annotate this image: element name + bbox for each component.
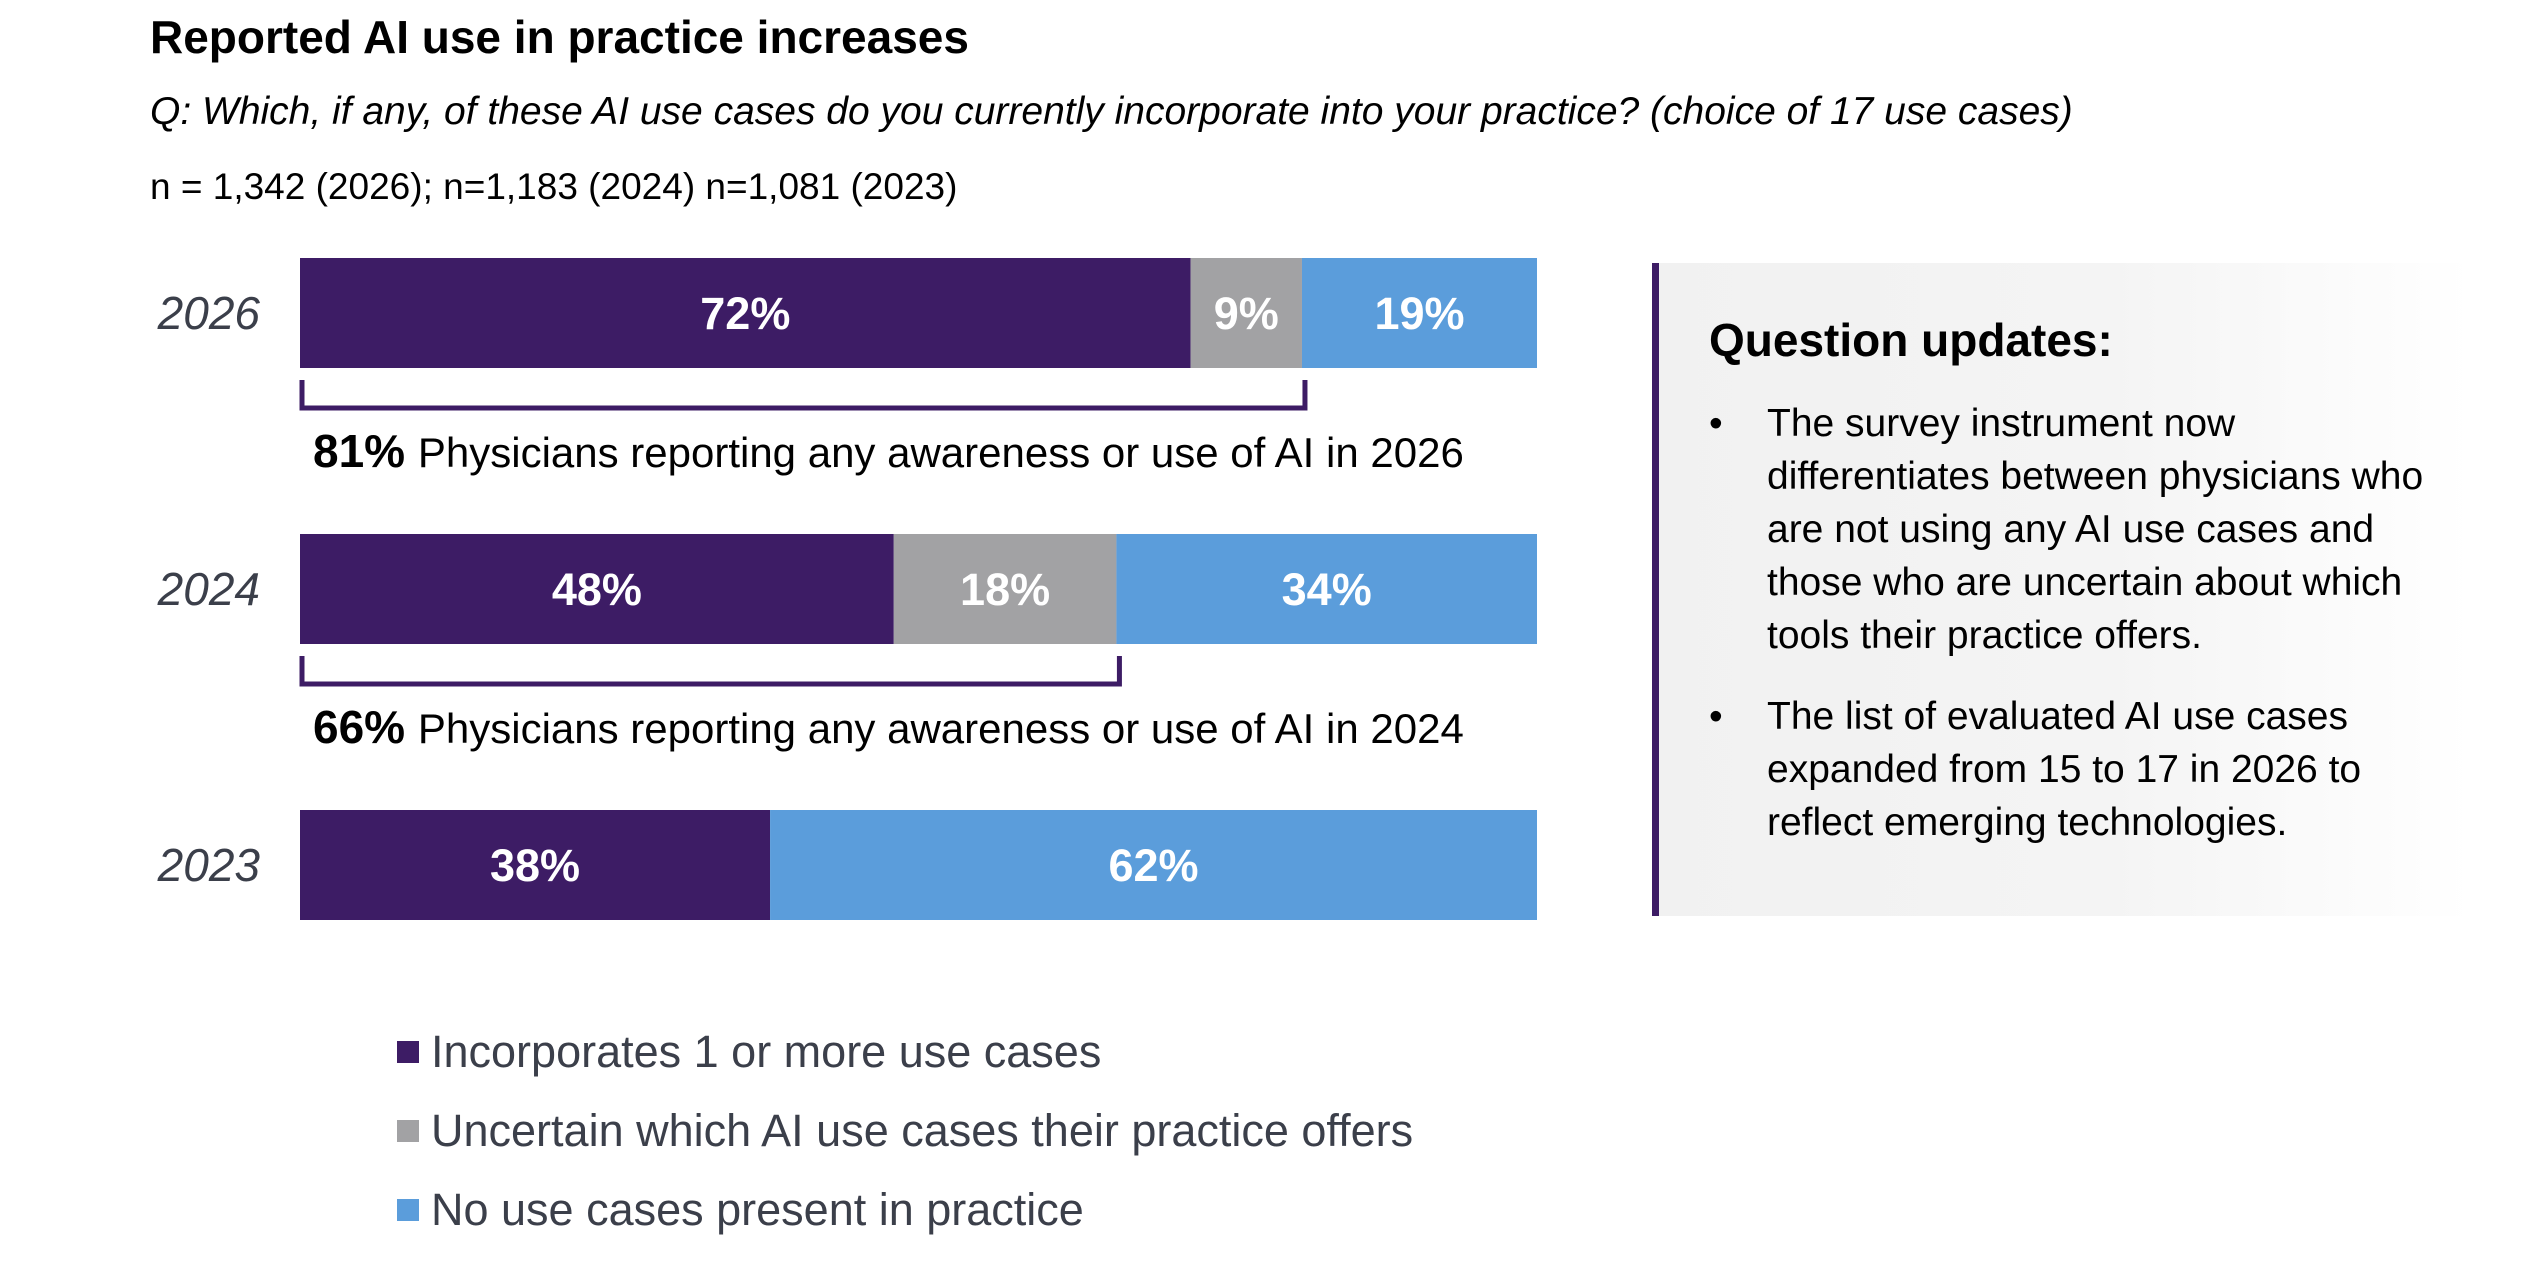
- year-label-2023: 2023: [157, 839, 261, 891]
- sample-size-note: n = 1,342 (2026); n=1,183 (2024) n=1,081…: [150, 166, 958, 207]
- bar-segment-incorporates-2023: [300, 810, 771, 920]
- data-label-uncertain-2024: 18%: [960, 564, 1050, 615]
- data-label-none-2024: 34%: [1282, 564, 1372, 615]
- legend-item-incorporates: Incorporates 1 or more use cases: [397, 1012, 1413, 1091]
- legend-swatch-incorporates: [397, 1040, 419, 1063]
- data-label-incorporates-2026: 72%: [700, 288, 790, 339]
- panel-bullet-text: The list of evaluated AI use cases expan…: [1767, 695, 2362, 844]
- bar-segment-incorporates-2024: [300, 534, 894, 644]
- bracket-2026: [299, 380, 1308, 411]
- legend-label-uncertain: Uncertain which AI use cases their pract…: [431, 1104, 1414, 1156]
- annotation-2026: 81% Physicians reporting any awareness o…: [313, 425, 1464, 477]
- data-label-incorporates-2023: 38%: [490, 840, 580, 891]
- legend-item-uncertain: Uncertain which AI use cases their pract…: [397, 1091, 1413, 1170]
- year-label-2026: 2026: [157, 287, 261, 339]
- question-updates-panel: Question updates: • The survey instrumen…: [1652, 263, 2472, 916]
- bar-segment-uncertain-2024: [893, 534, 1117, 644]
- panel-bullet: • The list of evaluated AI use cases exp…: [1709, 690, 2442, 849]
- bar-segment-none-2026: [1301, 258, 1537, 368]
- bullet-icon: •: [1709, 695, 1723, 738]
- bracket-2024: [299, 656, 1122, 687]
- legend-label-none: No use cases present in practice: [431, 1183, 1084, 1235]
- legend-swatch-none: [397, 1198, 419, 1221]
- year-label-2024: 2024: [157, 563, 260, 615]
- data-label-none-2023: 62%: [1108, 840, 1198, 891]
- bar-segment-incorporates-2026: [300, 258, 1191, 368]
- panel-bullet-list: • The survey instrument now differentiat…: [1709, 397, 2442, 849]
- chart-title: Reported AI use in practice increases: [150, 11, 969, 63]
- legend-swatch-uncertain: [397, 1119, 419, 1142]
- bar-segment-none-2024: [1116, 534, 1537, 644]
- stacked-bar-chart: 2026 72% 9% 19% 2024 48% 18% 34% 2023 38% 62% 81% P…: [157, 258, 1537, 920]
- panel-bullet-text: The survey instrument now differentiates…: [1767, 402, 2424, 657]
- bullet-icon: •: [1709, 402, 1723, 445]
- data-label-incorporates-2024: 48%: [552, 564, 642, 615]
- bar-segment-none-2023: [770, 810, 1537, 920]
- data-label-none-2026: 19%: [1374, 288, 1464, 339]
- panel-title: Question updates:: [1709, 314, 2113, 366]
- legend-item-none: No use cases present in practice: [397, 1170, 1413, 1249]
- chart-legend: Incorporates 1 or more use cases Uncerta…: [397, 1012, 1413, 1249]
- data-label-uncertain-2026: 9%: [1214, 288, 1279, 339]
- panel-bullet: • The survey instrument now differentiat…: [1709, 397, 2442, 662]
- annotation-2024: 66% Physicians reporting any awareness o…: [313, 701, 1464, 753]
- survey-question: Q: Which, if any, of these AI use cases …: [150, 90, 2073, 133]
- bar-segment-uncertain-2026: [1190, 258, 1302, 368]
- legend-label-incorporates: Incorporates 1 or more use cases: [431, 1025, 1102, 1077]
